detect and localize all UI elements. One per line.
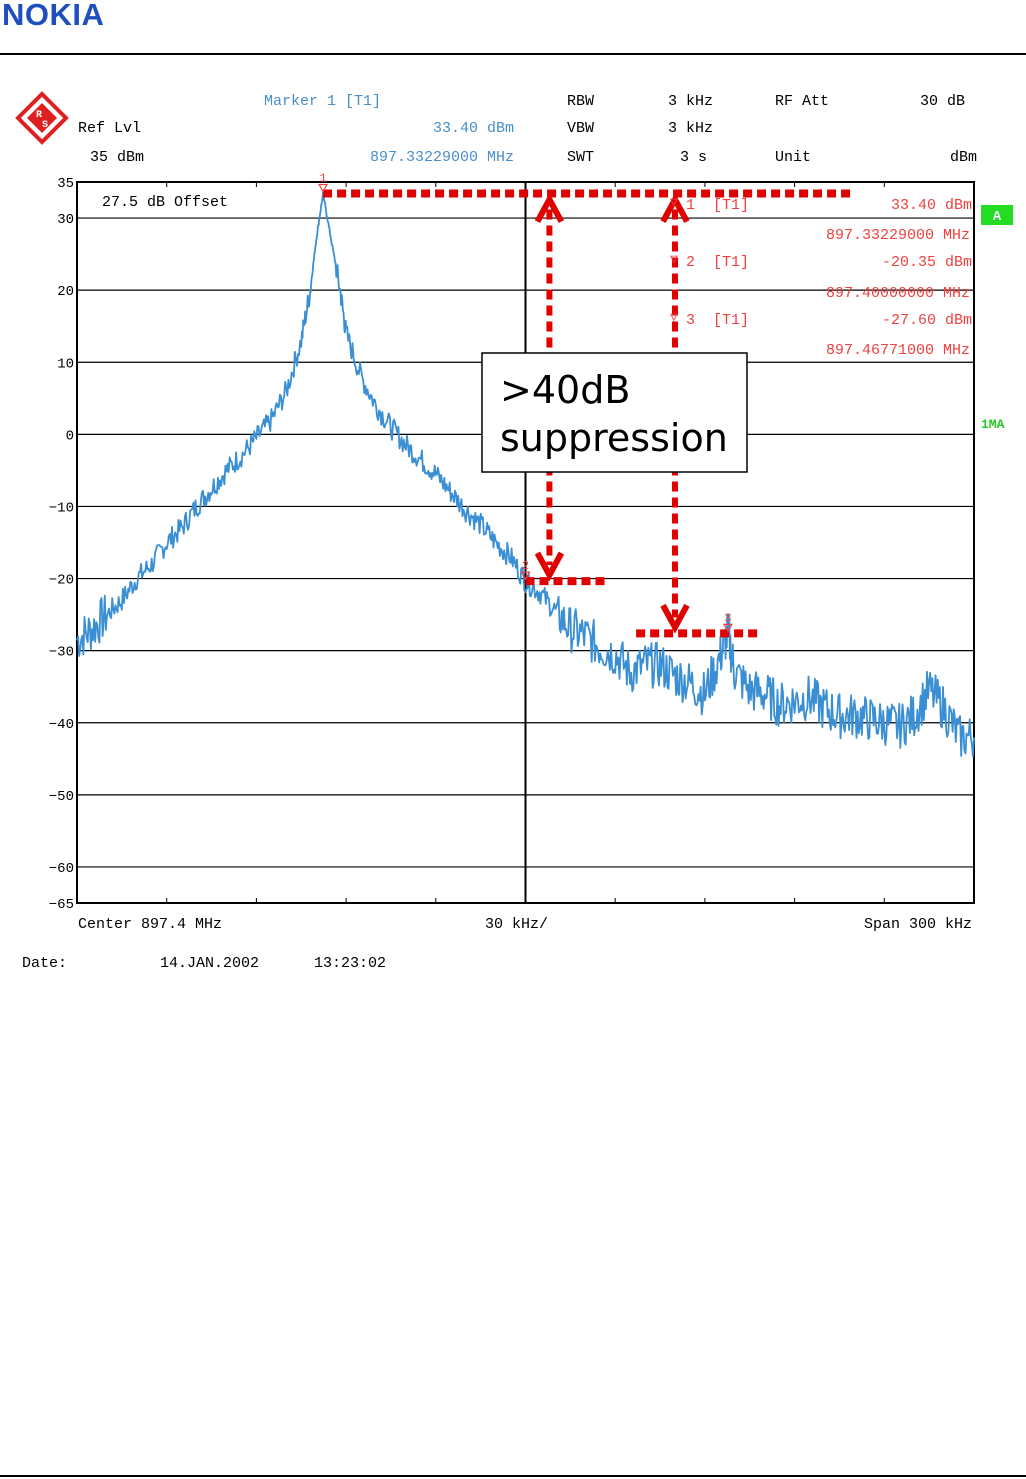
rbw-label: RBW <box>567 93 594 110</box>
arrow-head-up <box>534 193 565 223</box>
y-tick-label: −50 <box>49 789 74 805</box>
vbw-value: 3 kHz <box>668 120 713 137</box>
marker-readout-3: ▽ 3 [T1] -27.60 dBm 897.46771000 MHz <box>670 310 972 359</box>
readout-marker-number: 1 <box>686 197 695 214</box>
svg-text:R: R <box>36 110 42 121</box>
readout-marker-level: 33.40 dBm <box>891 197 972 214</box>
arrow-head-up <box>660 193 690 223</box>
arrow-head-down <box>534 551 565 582</box>
trace-badge-label: A <box>993 209 1002 225</box>
date-label: Date: <box>22 955 67 972</box>
readout-triangle-icon: ▽ <box>670 195 678 210</box>
marker-number: 1 <box>319 172 326 186</box>
trace-badge <box>981 205 1013 225</box>
unit-label: Unit <box>775 149 811 166</box>
swt-value: 3 s <box>680 149 707 166</box>
readout-triangle-icon: ▽ <box>670 310 678 325</box>
readout-marker-freq: 897.33229000 MHz <box>826 227 970 244</box>
marker-number: 2 <box>522 559 529 573</box>
callout-line-1: >40dB <box>500 368 630 412</box>
trace-mode: 1MA <box>981 417 1005 432</box>
series-line <box>76 190 975 758</box>
offset-note: 27.5 dB Offset <box>102 194 228 211</box>
readout-marker-number: 3 <box>686 312 695 329</box>
rf-att-value: 30 dB <box>920 93 965 110</box>
rohde-schwarz-logo: R S <box>15 91 69 145</box>
time-value: 13:23:02 <box>314 955 386 972</box>
spectrum-plot: R S Marker 1 [T1] Ref Lvl 33.40 dBm 35 d… <box>15 91 1013 972</box>
callout-line-2: suppression <box>500 416 728 460</box>
center-frequency: Center 897.4 MHz <box>78 916 222 933</box>
readout-marker-freq: 897.40000000 MHz <box>826 285 970 302</box>
ref-lvl-label: Ref Lvl <box>78 120 141 137</box>
division-scale: 30 kHz/ <box>485 916 548 933</box>
rbw-value: 3 kHz <box>668 93 713 110</box>
marker-triangle <box>318 183 329 193</box>
swt-label: SWT <box>567 149 594 166</box>
readout-marker-freq: 897.46771000 MHz <box>826 342 970 359</box>
y-tick-label: −10 <box>49 500 74 516</box>
y-tick-label: 20 <box>57 284 74 300</box>
readout-marker-label: [T1] <box>713 197 749 214</box>
marker-freq: 897.33229000 MHz <box>370 149 514 166</box>
marker-number: 3 <box>724 611 731 625</box>
readout-marker-level: -27.60 dBm <box>882 312 972 329</box>
date-value: 14.JAN.2002 <box>160 955 259 972</box>
readout-triangle-icon: ▽ <box>670 252 678 267</box>
marker-level: 33.40 dBm <box>433 120 514 137</box>
svg-text:S: S <box>42 120 48 131</box>
footer-divider <box>0 1475 1026 1477</box>
rf-att-label: RF Att <box>775 93 829 110</box>
header-divider <box>0 53 1026 55</box>
y-tick-label: 35 <box>57 176 74 192</box>
marker-triangle <box>520 571 531 581</box>
y-tick-label: −20 <box>49 573 74 589</box>
unit-value: dBm <box>950 149 977 166</box>
arrow-head-down <box>660 603 690 634</box>
y-tick-label: 10 <box>57 356 74 372</box>
suppression-callout <box>481 352 748 473</box>
y-tick-label: −60 <box>49 861 74 877</box>
readout-marker-number: 2 <box>686 254 695 271</box>
y-tick-label: −30 <box>49 645 74 661</box>
y-tick-label: 30 <box>57 212 74 228</box>
marker-readout-1: ▽ 1 [T1] 33.40 dBm 897.33229000 MHz <box>670 195 972 244</box>
y-tick-label: 0 <box>66 428 74 444</box>
readout-marker-label: [T1] <box>713 312 749 329</box>
readout-marker-level: -20.35 dBm <box>882 254 972 271</box>
marker-reference-lines <box>323 189 855 638</box>
marker-triangle <box>722 623 733 633</box>
nokia-logo: NOKIA <box>2 0 105 32</box>
span-value: Span 300 kHz <box>864 916 972 933</box>
readout-marker-label: [T1] <box>713 254 749 271</box>
marker-readout-2: ▽ 2 [T1] -20.35 dBm 897.40000000 MHz <box>670 252 972 302</box>
marker-readout: ▽ 1 [T1] 33.40 dBm 897.33229000 MHz ▽ 2 … <box>670 195 972 359</box>
vbw-label: VBW <box>567 120 594 137</box>
trace-markers: 1 2 3 <box>318 172 733 633</box>
y-tick-label: −65 <box>49 897 74 913</box>
marker-title: Marker 1 [T1] <box>264 93 381 110</box>
y-axis-tick-labels: 35 30 20 10 0 −10 −20 −30 −40 −50 −60 −65 <box>49 176 74 913</box>
y-tick-label: −40 <box>49 717 74 733</box>
ref-lvl-value: 35 dBm <box>90 149 144 166</box>
